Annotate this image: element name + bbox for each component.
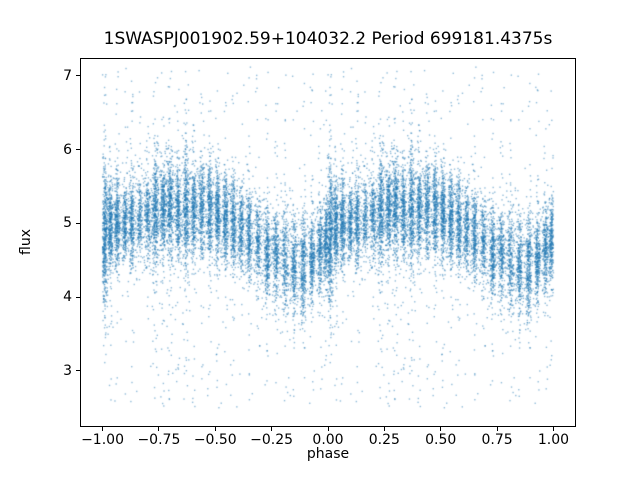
x-tick-label: 1.00 (537, 432, 570, 448)
y-tick-label: 4 (63, 289, 72, 306)
y-axis-label: flux (18, 229, 34, 255)
x-tick-label: −0.50 (193, 432, 237, 448)
x-tick-mark (496, 427, 498, 431)
x-tick-label: −1.00 (81, 432, 124, 448)
y-tick-label: 5 (63, 215, 72, 232)
x-tick-mark (552, 427, 554, 431)
y-tick-label: 6 (63, 141, 72, 158)
y-tick-mark (76, 370, 80, 372)
x-tick-label: 0.50 (425, 432, 457, 448)
x-tick-mark (440, 427, 442, 431)
x-tick-mark (327, 427, 329, 431)
y-tick-label: 7 (63, 67, 72, 84)
x-tick-mark (214, 427, 216, 431)
x-axis-label: phase (306, 446, 350, 462)
x-tick-mark (158, 427, 160, 431)
x-tick-mark (271, 427, 273, 431)
x-tick-mark (383, 427, 385, 431)
x-tick-mark (102, 427, 104, 431)
y-tick-mark (76, 149, 80, 150)
y-tick-mark (76, 75, 80, 77)
x-tick-label: 0.75 (481, 432, 513, 448)
y-tick-mark (76, 296, 80, 298)
axes-border (80, 58, 576, 427)
y-tick-label: 3 (63, 362, 72, 379)
x-tick-label: −0.25 (250, 432, 294, 448)
x-tick-label: 0.00 (312, 432, 344, 448)
x-tick-label: −0.75 (137, 432, 181, 448)
chart-title: 1SWASPJ001902.59+104032.2 Period 699181.… (103, 29, 553, 49)
x-tick-label: 0.25 (368, 432, 400, 448)
y-tick-mark (76, 222, 80, 224)
